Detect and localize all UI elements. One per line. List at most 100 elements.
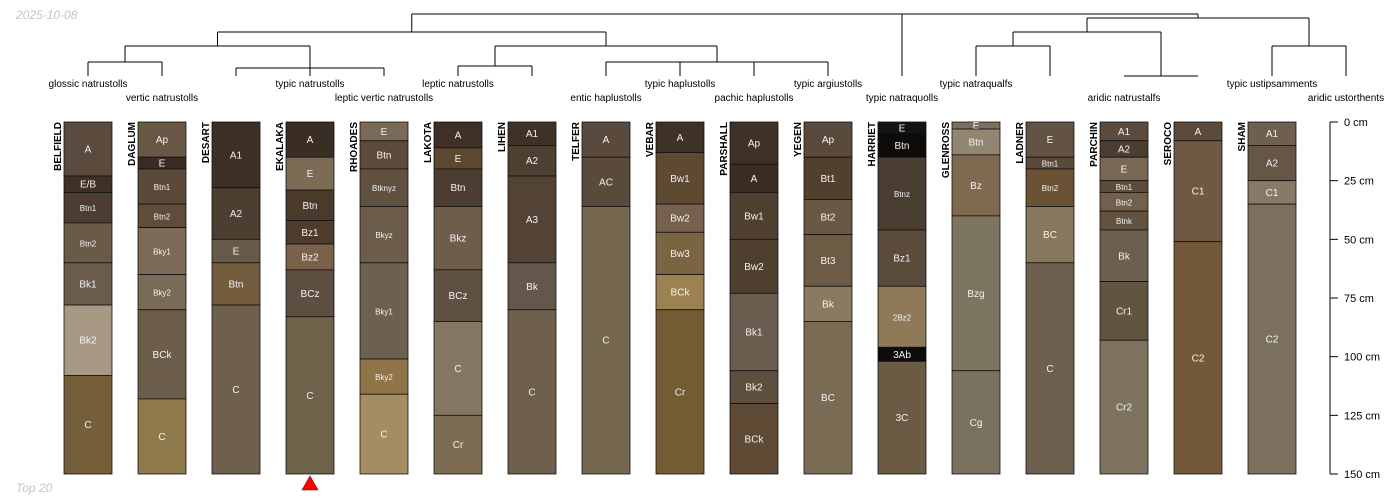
horizon-label: Cg bbox=[970, 418, 983, 429]
horizon bbox=[581, 121, 631, 158]
highlight-triangle-icon bbox=[301, 475, 319, 491]
axis-tick-label: 75 cm bbox=[1344, 293, 1374, 305]
horizon-label: Btn2 bbox=[1042, 184, 1059, 193]
axis-tick-label: 25 cm bbox=[1344, 176, 1374, 188]
horizon-label: Bky2 bbox=[375, 373, 393, 382]
axis-tick-label: 150 cm bbox=[1344, 469, 1380, 481]
horizon bbox=[877, 285, 927, 348]
horizon-label: Bk bbox=[822, 299, 835, 310]
horizon bbox=[1173, 140, 1223, 243]
horizon-label: BCk bbox=[745, 434, 765, 445]
footer-caption: Top 20 bbox=[16, 481, 53, 495]
horizon bbox=[507, 309, 557, 475]
horizon bbox=[433, 321, 483, 416]
horizon bbox=[803, 321, 853, 475]
soil-profile: A1 A2 A3 Bk C LIHEN bbox=[497, 121, 557, 475]
horizon bbox=[63, 222, 113, 264]
horizon bbox=[359, 206, 409, 264]
horizon-label: Btn2 bbox=[80, 239, 97, 248]
profile-name: GLENROSS bbox=[941, 122, 952, 178]
horizon-label: Cr bbox=[453, 440, 464, 451]
taxon-label: aridic ustorthents bbox=[1308, 93, 1384, 104]
horizon-label: Btnz bbox=[894, 190, 910, 199]
horizon-label: Btknyz bbox=[372, 184, 396, 193]
horizon bbox=[63, 375, 113, 475]
soil-profile: Ap A Bw1 Bw2 Bk1 Bk2 BCk PARSHALL bbox=[719, 121, 779, 475]
horizon-label: Bt1 bbox=[820, 174, 835, 185]
horizon-label: E bbox=[159, 159, 166, 170]
profile-name: TELFER bbox=[571, 121, 582, 161]
horizon-label: A1 bbox=[1118, 127, 1131, 138]
horizon-label: Bk bbox=[1118, 251, 1131, 262]
horizon-label: BCk bbox=[671, 288, 691, 299]
horizon bbox=[507, 175, 557, 264]
horizon bbox=[137, 309, 187, 400]
horizon-label: Bw2 bbox=[744, 262, 764, 273]
horizon-label: Bk2 bbox=[79, 336, 97, 347]
horizon-label: A1 bbox=[230, 150, 243, 161]
horizon bbox=[729, 292, 779, 372]
soil-profile: A1 A2 C1 C2 SHAM bbox=[1237, 121, 1297, 475]
horizon-label: A bbox=[1195, 127, 1202, 138]
horizon-label: A bbox=[85, 144, 92, 155]
horizon bbox=[951, 128, 1001, 156]
soil-profile: A1 A2 E Btn1 Btn2 Btnk Bk Cr1 Cr2 PARCHIN bbox=[1089, 121, 1149, 475]
horizon-label: Bt2 bbox=[820, 213, 835, 224]
horizon bbox=[285, 243, 335, 271]
horizon-label: E bbox=[1121, 164, 1128, 175]
horizon bbox=[507, 262, 557, 311]
horizon-label: 3Ab bbox=[893, 350, 911, 361]
taxon-label: typic haplustolls bbox=[645, 79, 716, 90]
horizon-label: Btn bbox=[302, 201, 317, 212]
horizon bbox=[1099, 339, 1149, 475]
horizon bbox=[877, 360, 927, 475]
horizon-label: A bbox=[307, 135, 314, 146]
horizon-label: Bky2 bbox=[153, 289, 171, 298]
taxon-label: vertic natrustolls bbox=[126, 93, 198, 104]
horizon-label: Btn bbox=[968, 137, 983, 148]
horizon bbox=[803, 234, 853, 287]
horizon-label: AC bbox=[599, 177, 613, 188]
horizon bbox=[877, 229, 927, 287]
horizon bbox=[285, 316, 335, 475]
horizon bbox=[137, 398, 187, 475]
horizon bbox=[63, 304, 113, 376]
horizon-label: E bbox=[307, 169, 314, 180]
horizon-label: A2 bbox=[230, 209, 243, 220]
taxon-label: typic argiustolls bbox=[794, 79, 862, 90]
profile-name: BELFIELD bbox=[53, 122, 64, 171]
horizon-label: Bz bbox=[970, 181, 982, 192]
horizon-label: Bw3 bbox=[670, 249, 690, 260]
soil-profile: Ap E Btn1 Btn2 Bky1 Bky2 BCk C DAGLUM bbox=[127, 121, 187, 475]
horizon-label: Bky1 bbox=[153, 248, 171, 257]
soil-profile: E Btn Btnz Bz1 2Bz2 3Ab 3C HARRIET bbox=[867, 121, 927, 475]
horizon-label: BCk bbox=[153, 350, 173, 361]
horizon-label: Btn2 bbox=[1116, 198, 1133, 207]
horizon-label: Btn1 bbox=[1042, 160, 1059, 169]
profile-name: LADNER bbox=[1015, 121, 1026, 163]
horizon-label: C bbox=[306, 391, 313, 402]
horizon-label: Ap bbox=[156, 135, 169, 146]
horizon-label: Btn1 bbox=[80, 204, 97, 213]
soil-profile: A C1 C2 SEROCO bbox=[1163, 121, 1223, 475]
profile-name: EKALAKA bbox=[275, 122, 286, 171]
horizon-label: Bz1 bbox=[893, 254, 911, 265]
taxon-label: typic natraquolls bbox=[866, 93, 938, 104]
horizon-label: C2 bbox=[1266, 335, 1279, 346]
soil-profile: E Btn1 Btn2 BC C LADNER bbox=[1015, 121, 1075, 475]
depth-axis: 0 cm 25 cm 50 cm 75 cm 100 cm 125 cm 150 cm bbox=[1329, 117, 1380, 481]
horizon bbox=[1247, 203, 1297, 475]
horizon bbox=[285, 121, 335, 158]
profile-name: VEBAR bbox=[645, 121, 656, 157]
horizon-label: A1 bbox=[1266, 129, 1279, 140]
horizon bbox=[433, 269, 483, 322]
horizon-label: E bbox=[381, 127, 388, 138]
taxon-label: typic natraqualfs bbox=[940, 79, 1013, 90]
taxon-label: glossic natrustolls bbox=[49, 79, 128, 90]
taxon-label: entic haplustolls bbox=[570, 93, 641, 104]
horizon bbox=[1247, 145, 1297, 182]
horizon-label: Bt3 bbox=[820, 256, 835, 267]
profile-name: DESART bbox=[201, 122, 212, 163]
axis-tick-label: 50 cm bbox=[1344, 234, 1374, 246]
